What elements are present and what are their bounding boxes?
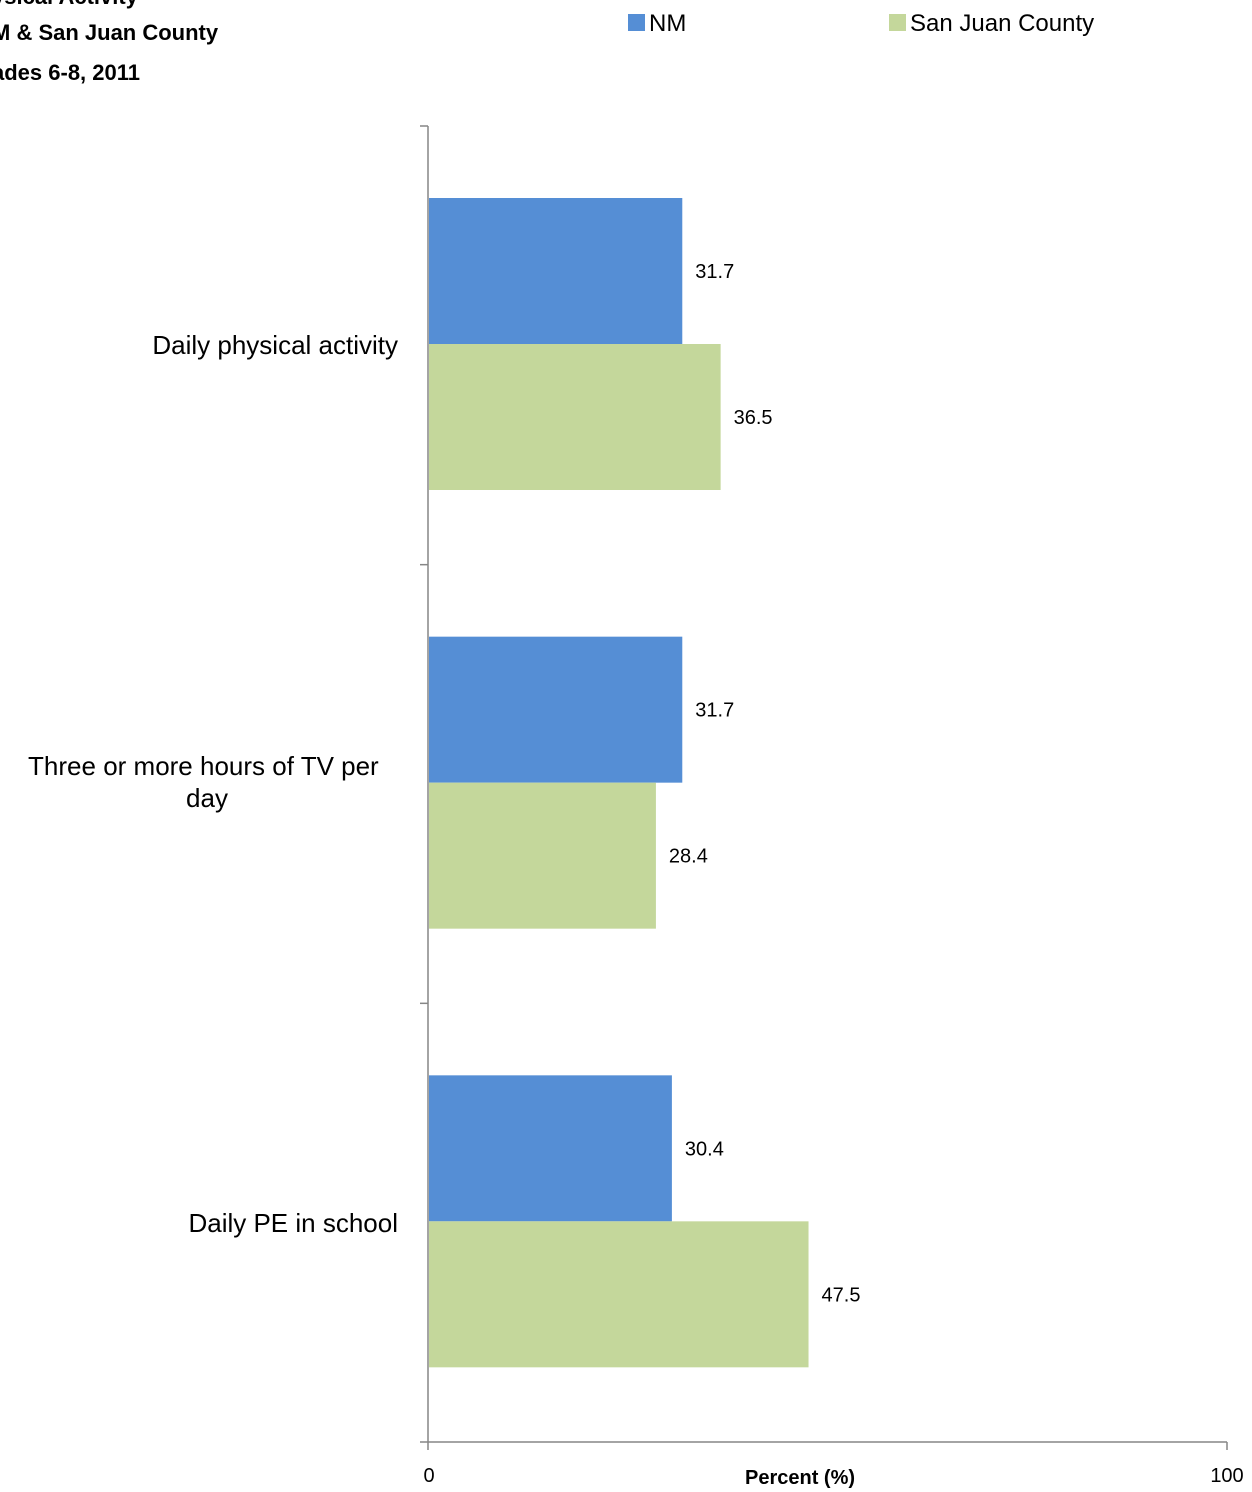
legend-label-san-juan-county: San Juan County bbox=[910, 10, 1094, 37]
legend-swatch-san-juan-county bbox=[889, 14, 906, 31]
bar-san-juan-county-2 bbox=[429, 1221, 809, 1368]
category-labels: Daily physical activity Three or more ho… bbox=[28, 330, 398, 1238]
bar-nm-1 bbox=[429, 636, 683, 783]
category-label-daily-physical-activity: Daily physical activity bbox=[152, 330, 398, 360]
y-axis-ticks bbox=[420, 125, 428, 1443]
chart-title-line-3: ades 6-8, 2011 bbox=[0, 60, 140, 85]
data-label-nm-2: 30.4 bbox=[685, 1138, 724, 1160]
legend: NM San Juan County bbox=[628, 10, 1094, 37]
bar-san-juan-county-0 bbox=[429, 344, 721, 490]
chart-title-line-2: M & San Juan County bbox=[0, 20, 219, 45]
bars bbox=[429, 198, 809, 1368]
x-tick-label-max: 100 bbox=[1210, 1465, 1243, 1487]
bar-nm-2 bbox=[429, 1075, 672, 1222]
data-label-nm-1: 31.7 bbox=[695, 700, 734, 722]
category-label-line-1: Three or more hours of TV per bbox=[28, 751, 379, 781]
legend-swatch-nm bbox=[628, 14, 645, 31]
category-label-line-2: day bbox=[186, 783, 228, 813]
category-label-daily-pe-in-school: Daily PE in school bbox=[188, 1208, 398, 1238]
chart-title-line-1: ysical Activity bbox=[0, 0, 139, 9]
legend-label-nm: NM bbox=[649, 10, 686, 37]
axes bbox=[427, 126, 1227, 1443]
data-label-san-juan-county-0: 36.5 bbox=[734, 407, 773, 429]
chart-title: ysical Activity M & San Juan County ades… bbox=[0, 0, 219, 85]
bar-san-juan-county-1 bbox=[429, 782, 656, 929]
data-label-nm-0: 31.7 bbox=[695, 261, 734, 283]
x-axis-ticks bbox=[427, 1442, 1228, 1450]
data-labels: 31.7 36.5 31.7 28.4 30.4 47.5 bbox=[669, 261, 861, 1306]
bar-nm-0 bbox=[429, 198, 683, 344]
x-tick-label-min: 0 bbox=[423, 1465, 434, 1487]
category-label-three-or-more-hours-tv: Three or more hours of TV per day bbox=[28, 751, 386, 813]
data-label-san-juan-county-1: 28.4 bbox=[669, 846, 708, 868]
x-axis-title: Percent (%) bbox=[745, 1467, 855, 1489]
data-label-san-juan-county-2: 47.5 bbox=[822, 1284, 861, 1306]
